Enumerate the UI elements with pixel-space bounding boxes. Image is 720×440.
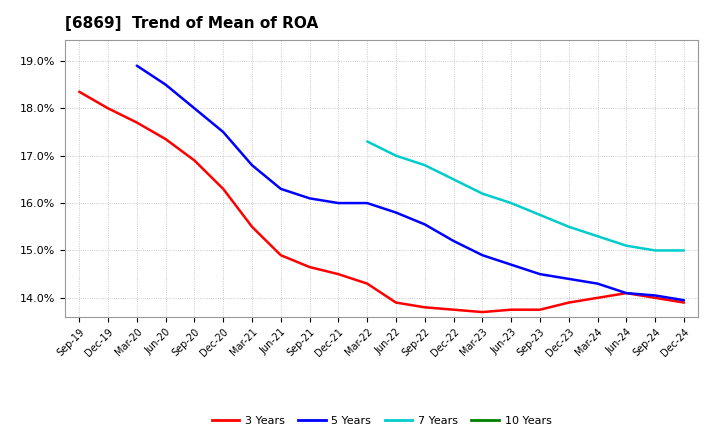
7 Years [536,212,544,217]
5 Years [680,297,688,303]
Line: 7 Years: 7 Years [367,142,684,250]
7 Years [392,153,400,158]
3 Years [507,307,516,312]
5 Years [305,196,314,201]
5 Years [507,262,516,268]
7 Years [622,243,631,248]
7 Years [507,201,516,206]
3 Years [420,304,429,310]
5 Years [248,162,256,168]
7 Years [651,248,660,253]
3 Years [651,295,660,301]
7 Years [363,139,372,144]
5 Years [593,281,602,286]
5 Years [219,129,228,135]
7 Years [593,234,602,239]
5 Years [276,186,285,191]
7 Years [449,177,458,182]
3 Years [248,224,256,229]
Text: [6869]  Trend of Mean of ROA: [6869] Trend of Mean of ROA [65,16,318,32]
3 Years [104,106,112,111]
3 Years [680,300,688,305]
5 Years [622,290,631,296]
5 Years [334,201,343,206]
3 Years [219,186,228,191]
3 Years [593,295,602,301]
7 Years [680,248,688,253]
5 Years [478,253,487,258]
3 Years [536,307,544,312]
3 Years [305,264,314,270]
5 Years [449,238,458,244]
5 Years [651,293,660,298]
3 Years [75,89,84,94]
3 Years [564,300,573,305]
3 Years [449,307,458,312]
5 Years [392,210,400,215]
5 Years [190,106,199,111]
Legend: 3 Years, 5 Years, 7 Years, 10 Years: 3 Years, 5 Years, 7 Years, 10 Years [207,411,556,430]
3 Years [363,281,372,286]
3 Years [334,271,343,277]
7 Years [564,224,573,229]
7 Years [478,191,487,196]
5 Years [420,222,429,227]
7 Years [420,162,429,168]
5 Years [536,271,544,277]
3 Years [478,309,487,315]
3 Years [622,290,631,296]
3 Years [161,136,170,142]
5 Years [161,82,170,87]
Line: 3 Years: 3 Years [79,92,684,312]
3 Years [392,300,400,305]
3 Years [132,120,141,125]
3 Years [190,158,199,163]
5 Years [132,63,141,68]
5 Years [363,201,372,206]
5 Years [564,276,573,282]
3 Years [276,253,285,258]
Line: 5 Years: 5 Years [137,66,684,300]
